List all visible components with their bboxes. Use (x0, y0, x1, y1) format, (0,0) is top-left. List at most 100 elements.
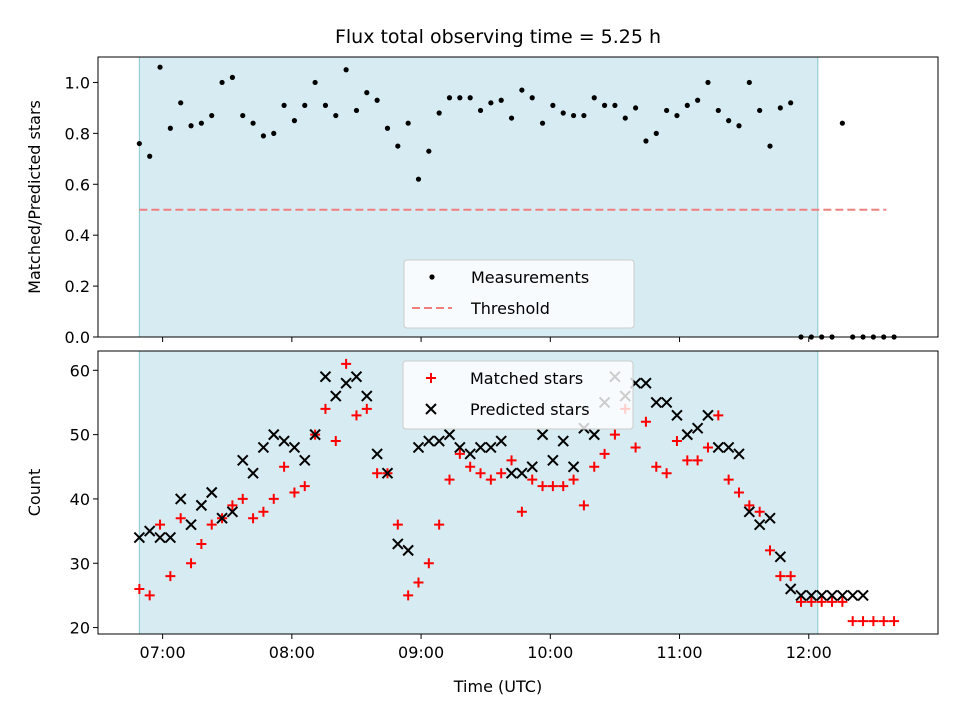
measurement-point (157, 64, 163, 70)
measurement-point (612, 102, 618, 108)
measurement-point (477, 107, 484, 114)
predicted-star-point (143, 525, 156, 537)
predicted-star-point (805, 589, 818, 602)
y-tick-label: 50 (70, 426, 90, 445)
matched-star-point (444, 474, 455, 485)
measurement-point (395, 143, 401, 149)
measurement-point (312, 79, 318, 86)
measurement-point (777, 105, 783, 111)
x-tick-label: 08:00 (269, 643, 315, 662)
measurement-point (726, 118, 732, 124)
predicted-star-point (454, 441, 466, 454)
measurement-point (178, 100, 184, 106)
predicted-star-point (795, 589, 807, 602)
matched-star-point (806, 596, 817, 607)
measurement-point (291, 118, 298, 124)
predicted-star-point (206, 486, 218, 499)
predicted-star-point (567, 461, 580, 473)
matched-star-point (248, 513, 259, 524)
matched-star-point (165, 571, 176, 582)
y-axis-label: Matched/Predicted stars (25, 100, 44, 294)
matched-star-point (651, 461, 662, 472)
predicted-star-point (774, 551, 787, 563)
measurement-point (705, 79, 711, 86)
measurement-point (643, 138, 649, 144)
predicted-star-point (660, 396, 673, 409)
legend-matched-swatch (426, 373, 436, 383)
matched-star-point (475, 468, 486, 479)
predicted-star-point (485, 441, 497, 454)
x-tick-label: 11:00 (656, 643, 702, 662)
measurement-point (436, 110, 442, 116)
measurement-point (550, 102, 556, 108)
predicted-star-point (299, 454, 311, 467)
predicted-star-point (402, 544, 414, 557)
matched-star-point (372, 468, 383, 479)
predicted-star-point (650, 396, 662, 409)
predicted-star-point (702, 409, 714, 422)
matched-star-point (568, 474, 579, 485)
predicted-star-point (371, 448, 383, 460)
matched-star-point (496, 468, 507, 479)
predicted-star-point (288, 441, 301, 454)
predicted-star-point (826, 589, 838, 602)
matched-star-point (527, 474, 538, 485)
legend-box (403, 259, 635, 329)
matched-star-point (237, 493, 248, 504)
predicted-star-point (133, 531, 146, 544)
predicted-star-point (753, 518, 766, 531)
predicted-star-point (361, 390, 373, 402)
matched-star-point (434, 519, 445, 530)
y-tick-label: 1.0 (65, 73, 90, 92)
measurement-point (333, 112, 339, 119)
legend-label: Threshold (470, 299, 550, 318)
measurement-point (684, 102, 690, 108)
predicted-star-point (330, 390, 342, 402)
series-predicted-stars (133, 371, 869, 602)
predicted-star-point (857, 589, 869, 602)
matched-star-point (485, 474, 496, 485)
measurement-point (167, 125, 173, 131)
matched-star-point (299, 481, 310, 492)
predicted-star-point (164, 531, 177, 544)
matched-star-point (403, 590, 414, 601)
measurement-point (188, 123, 194, 129)
x-tick-label: 09:00 (398, 643, 444, 662)
measurement-point (343, 67, 349, 73)
measurement-point (570, 112, 577, 119)
predicted-star-point (350, 371, 363, 383)
series-group (133, 358, 900, 627)
predicted-star-point (691, 422, 704, 434)
legend-predicted-swatch (425, 403, 437, 415)
measurement-point (715, 107, 721, 114)
measurement-point (281, 102, 287, 108)
predicted-star-point (412, 441, 425, 454)
predicted-star-point (175, 493, 187, 505)
measurement-point (136, 140, 142, 147)
matched-star-point (589, 461, 600, 472)
matched-star-point (858, 616, 869, 627)
measurement-point (498, 97, 504, 103)
measurement-point (653, 130, 659, 136)
measurement-point (260, 133, 267, 139)
predicted-star-point (433, 435, 445, 447)
predicted-star-point (278, 435, 290, 447)
measurement-point (788, 100, 794, 106)
predicted-star-point (722, 441, 735, 454)
matched-star-point (733, 487, 744, 498)
matched-star-point (268, 493, 279, 504)
y-tick-label: 40 (70, 490, 90, 509)
matched-star-point (827, 596, 838, 607)
matched-star-point (227, 500, 238, 511)
measurement-point (519, 87, 525, 93)
predicted-star-point (516, 467, 528, 479)
matched-star-point (516, 506, 527, 517)
predicted-star-point (640, 377, 652, 389)
matched-star-point (723, 474, 734, 485)
predicted-star-point (536, 428, 549, 441)
measurement-point (364, 90, 370, 96)
x-tick-label: 12:00 (786, 643, 832, 662)
measurement-point (374, 97, 380, 103)
axes-frame (97, 350, 939, 635)
measurement-point (467, 95, 473, 101)
